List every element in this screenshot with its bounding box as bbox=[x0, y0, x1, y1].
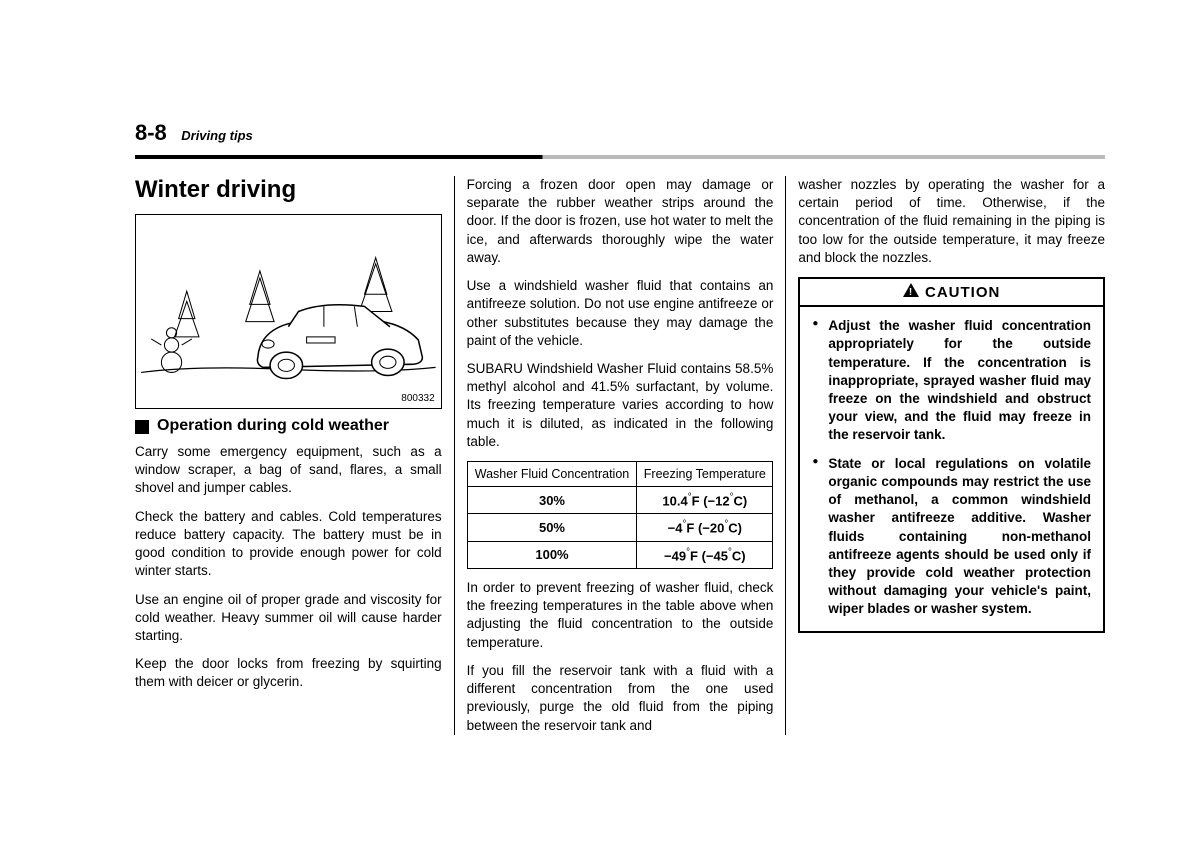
th-freezing-temp: Freezing Temperature bbox=[637, 462, 773, 487]
content-columns: Winter driving bbox=[135, 176, 1105, 735]
td-conc: 30% bbox=[467, 487, 637, 514]
p-purge-fluid: If you fill the reservoir tank with a fl… bbox=[467, 662, 774, 735]
header-rule bbox=[135, 155, 1105, 159]
caution-box: ! CAUTION Adjust the washer fluid concen… bbox=[798, 277, 1105, 633]
section-name: Driving tips bbox=[181, 128, 253, 143]
illustration-winter-scene: 800332 bbox=[135, 214, 442, 409]
p-engine-oil: Use an engine oil of proper grade and vi… bbox=[135, 591, 442, 646]
manual-page: 8-8 Driving tips Winter driving bbox=[0, 0, 1200, 795]
p-battery: Check the battery and cables. Cold tempe… bbox=[135, 508, 442, 581]
h2-operation-cold-weather: Operation during cold weather bbox=[135, 417, 442, 435]
column-2: Forcing a frozen door open may damage or… bbox=[454, 176, 786, 735]
h1-winter-driving: Winter driving bbox=[135, 176, 442, 204]
page-header: 8-8 Driving tips bbox=[135, 120, 1105, 146]
table-row: 50% −4°F (−20°C) bbox=[467, 514, 773, 541]
table-row: 100% −49°F (−45°C) bbox=[467, 541, 773, 568]
washer-fluid-table: Washer Fluid Concentration Freezing Temp… bbox=[467, 461, 774, 569]
caution-item: State or local regulations on volatile o… bbox=[812, 455, 1091, 619]
td-temp: −4°F (−20°C) bbox=[637, 514, 773, 541]
td-temp: −49°F (−45°C) bbox=[637, 541, 773, 568]
caution-label: CAUTION bbox=[925, 284, 1000, 301]
p-prevent-freeze: In order to prevent freezing of washer f… bbox=[467, 579, 774, 652]
page-number: 8-8 bbox=[135, 120, 167, 145]
p-emergency-equipment: Carry some emergency equipment, such as … bbox=[135, 443, 442, 498]
h2-marker-icon bbox=[135, 420, 149, 434]
caution-body: Adjust the washer fluid concentration ap… bbox=[800, 307, 1103, 631]
p-washer-fluid: Use a windshield washer fluid that conta… bbox=[467, 277, 774, 350]
p-frozen-door: Forcing a frozen door open may damage or… bbox=[467, 176, 774, 267]
p-door-locks: Keep the door locks from freezing by squ… bbox=[135, 655, 442, 691]
column-1: Winter driving bbox=[135, 176, 454, 735]
p-subaru-fluid: SUBARU Windshield Washer Fluid contains … bbox=[467, 360, 774, 451]
p-washer-nozzles: washer nozzles by operating the washer f… bbox=[798, 176, 1105, 267]
warning-triangle-icon: ! bbox=[903, 283, 919, 301]
column-3: washer nozzles by operating the washer f… bbox=[785, 176, 1105, 735]
winter-scene-svg bbox=[136, 215, 441, 408]
h2-text: Operation during cold weather bbox=[157, 417, 389, 435]
table-header-row: Washer Fluid Concentration Freezing Temp… bbox=[467, 462, 773, 487]
caution-header: ! CAUTION bbox=[800, 279, 1103, 307]
caution-item: Adjust the washer fluid concentration ap… bbox=[812, 317, 1091, 445]
table-row: 30% 10.4°F (−12°C) bbox=[467, 487, 773, 514]
td-conc: 50% bbox=[467, 514, 637, 541]
illustration-number: 800332 bbox=[401, 393, 434, 404]
td-temp: 10.4°F (−12°C) bbox=[637, 487, 773, 514]
th-concentration: Washer Fluid Concentration bbox=[467, 462, 637, 487]
svg-text:!: ! bbox=[909, 287, 913, 297]
td-conc: 100% bbox=[467, 541, 637, 568]
